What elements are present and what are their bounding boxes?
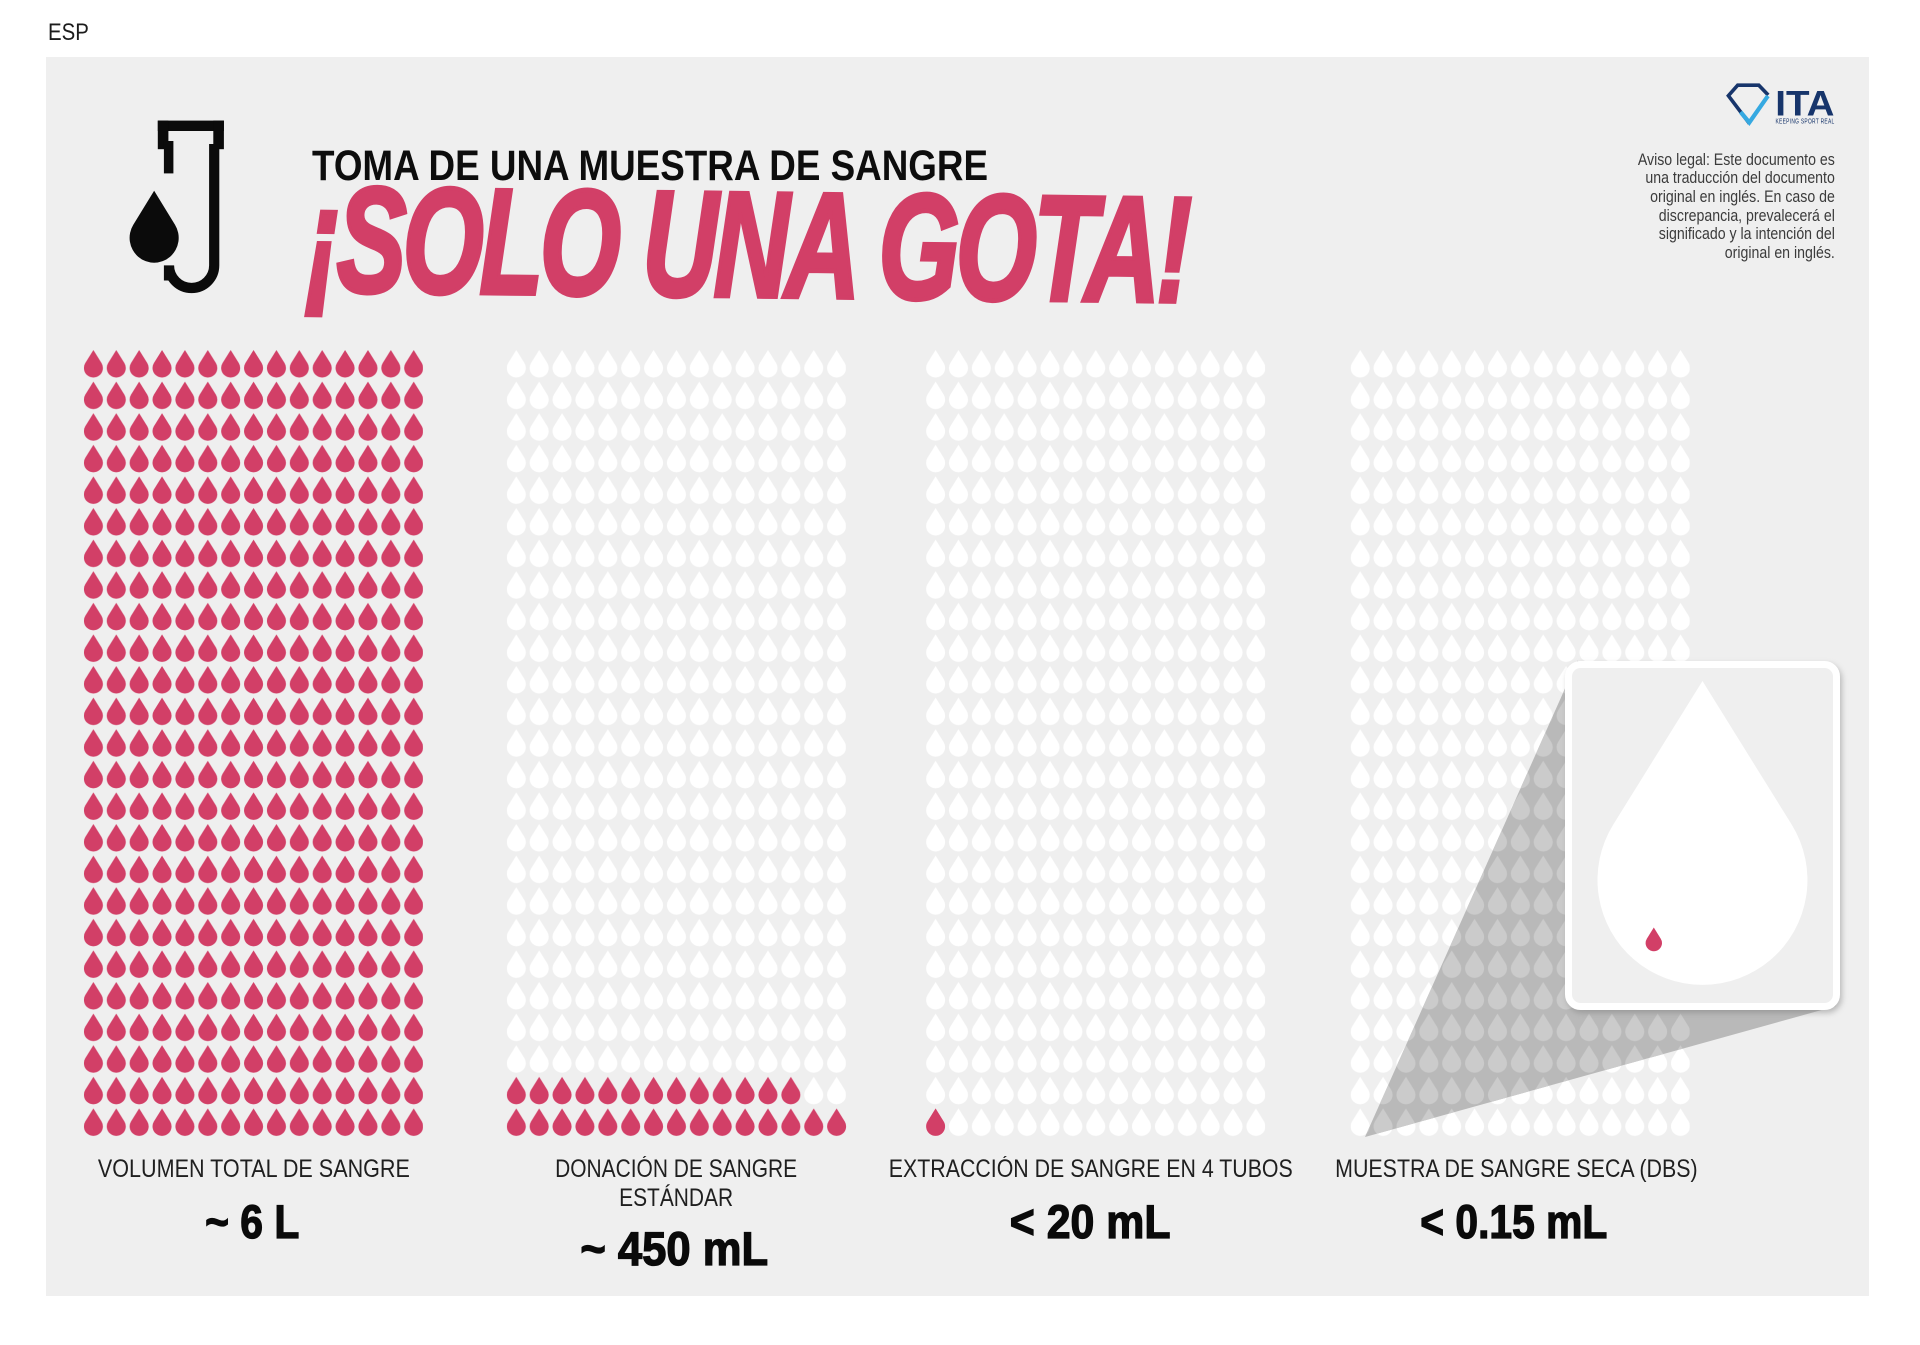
svg-text:ITA: ITA [1775, 84, 1834, 124]
svg-text:KEEPING SPORT REAL: KEEPING SPORT REAL [1776, 118, 1835, 125]
